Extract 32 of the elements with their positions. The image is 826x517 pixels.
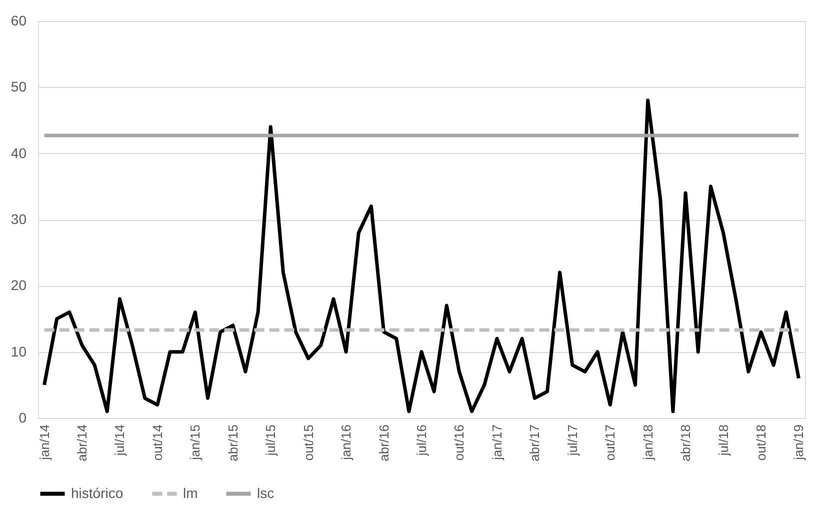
x-tick-label: jan/15 bbox=[188, 424, 203, 461]
x-tick-label: jul/18 bbox=[716, 424, 731, 457]
x-tick-label: abr/16 bbox=[376, 424, 392, 462]
x-tick-label: out/16 bbox=[452, 424, 467, 461]
y-tick-label: 60 bbox=[10, 12, 27, 28]
x-tick-label: out/15 bbox=[300, 424, 316, 461]
y-tick-label: 30 bbox=[10, 211, 27, 227]
x-tick-label: abr/15 bbox=[225, 424, 240, 462]
x-tick-label: abr/18 bbox=[678, 424, 694, 462]
x-tick-label: jan/17 bbox=[489, 424, 504, 461]
x-tick-label: jan/18 bbox=[640, 424, 656, 461]
x-tick-label: jul/15 bbox=[263, 424, 278, 457]
y-tick-label: 40 bbox=[10, 144, 27, 161]
x-tick-label: abr/14 bbox=[74, 424, 90, 462]
line-series bbox=[42, 98, 800, 414]
x-tick-label: jul/16 bbox=[414, 424, 429, 457]
x-tick-label: out/17 bbox=[602, 424, 618, 461]
x-tick-label: jan/14 bbox=[36, 424, 52, 461]
x-tick-label: jul/14 bbox=[112, 424, 128, 457]
x-tick-label: out/14 bbox=[150, 424, 165, 461]
legend-label: lm bbox=[183, 484, 198, 501]
legend-label: lsc bbox=[257, 484, 274, 501]
y-tick-label: 0 bbox=[18, 410, 27, 426]
y-tick-label: 10 bbox=[10, 343, 27, 360]
x-tick-label: jul/17 bbox=[564, 424, 580, 457]
y-tick-label: 20 bbox=[10, 277, 27, 294]
x-tick-label: out/18 bbox=[753, 424, 768, 461]
y-tick-label: 50 bbox=[10, 78, 27, 95]
x-tick-label: abr/17 bbox=[527, 424, 542, 462]
legend-label: histórico bbox=[71, 484, 124, 501]
x-tick-label: jan/16 bbox=[338, 424, 354, 461]
x-tick-label: jan/19 bbox=[791, 424, 806, 461]
